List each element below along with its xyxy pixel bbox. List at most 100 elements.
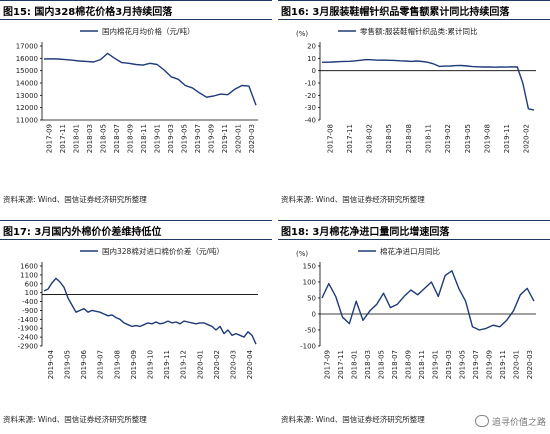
x-tick-label: 2020-01 <box>512 350 520 379</box>
y-tick-label: 13000 <box>16 92 38 100</box>
panel-cotton-price: 图15: 国内328棉花价格3月持续回落 国内棉花月均价格（元/吨） 11000 1… <box>0 0 272 215</box>
chart-title-bar: 图15: 国内328棉花价格3月持续回落 <box>0 0 272 20</box>
x-tick-label: 2019-10 <box>147 350 155 379</box>
x-tick-label: 2018-03 <box>86 124 94 153</box>
y-tick-label: -2400 <box>18 334 38 342</box>
y-tick-label: -10 <box>305 80 316 88</box>
y-tick-label: 16000 <box>16 55 38 63</box>
y-tick-label: 12000 <box>16 104 38 112</box>
x-tick-label: 2018-02 <box>366 124 374 153</box>
y-tick-label: -400 <box>22 298 38 306</box>
watermark-text: 追寻价值之路 <box>491 418 546 428</box>
y-tick-label: -50 <box>305 327 316 335</box>
y-tick-label: 0 <box>312 311 316 319</box>
x-tick-label: 2020-03 <box>248 124 256 153</box>
chart-source: 资料来源: Wind、国信证券经济研究所整理 <box>3 195 147 204</box>
x-tick-label: 2017-11 <box>337 350 345 379</box>
x-tick-label: 2018-05 <box>99 124 107 153</box>
chart-svg: 国内棉花月均价格（元/吨） 11000 12000 13000 14000 15000 16… <box>16 26 258 153</box>
x-tick-label: 2020-01 <box>234 124 242 153</box>
x-tick-label: 2019-07 <box>194 124 202 153</box>
x-tick-label: 2017-11 <box>59 124 67 153</box>
chart-source: 资料来源: Wind、国信证券经济研究所整理 <box>3 415 147 424</box>
x-tick-label: 2019-04 <box>47 349 55 379</box>
x-tick-label: 2019-11 <box>503 124 511 153</box>
x-tick-label: 2019-02 <box>444 124 452 153</box>
x-tick-label: 2019-01 <box>153 124 161 153</box>
series-line <box>43 52 257 106</box>
y-tick-label: 1100 <box>20 271 38 279</box>
x-tick-label: 2018-09 <box>126 124 134 153</box>
x-tick-label: 2020-01 <box>196 350 204 379</box>
watermark: 追寻价值之路 <box>474 415 546 428</box>
chart-title-bar: 图18: 3月棉花净进口量同比增速回落 <box>278 220 550 240</box>
y-tick-label: 15000 <box>16 67 38 75</box>
y-tick-label: 100 <box>25 289 38 297</box>
y-tick-label: -2900 <box>18 343 38 351</box>
chart-title: 图17: 3月国内外棉价价差维持低位 <box>3 227 162 238</box>
y-tick-label: -900 <box>22 307 38 315</box>
y-tick-label: 600 <box>25 280 38 288</box>
y-tick-label: 0 <box>312 67 316 75</box>
chart-svg: (%) 零售额:服装鞋帽针织品类:累计同比 -40 -30 -20 -10 0 10 20 201… <box>296 26 536 153</box>
x-tick-label: 2019-01 <box>431 350 439 379</box>
x-tick-label: 2019-05 <box>63 350 71 379</box>
y-tick-label: 150 <box>303 263 316 271</box>
x-tick-label: 2019-09 <box>207 124 215 153</box>
y-tick-label: -100 <box>300 343 316 351</box>
x-tick-label: 2020-03 <box>526 350 534 379</box>
panel-net-import: 图18: 3月棉花净进口量同比增速回落 (%) 棉花净进口月同比 -100 -50 0 5… <box>278 220 550 434</box>
x-tick-label: 2017-11 <box>346 124 354 153</box>
y-tick-label: 100 <box>303 279 316 287</box>
chart-source: 资料来源: Wind、国信证券经济研究所整理 <box>281 195 425 204</box>
unit-label: (%) <box>296 30 308 38</box>
legend-label: 棉花净进口月同比 <box>380 246 440 256</box>
x-tick-label: 2019-05 <box>464 124 472 153</box>
x-tick-label: 2018-05 <box>385 124 393 153</box>
y-tick-label: 11000 <box>16 117 38 125</box>
y-tick-label: 10 <box>307 55 316 63</box>
x-tick-label: 2019-11 <box>163 350 171 379</box>
x-tick-label: 2018-11 <box>425 124 433 153</box>
panel-price-spread: 图17: 3月国内外棉价价差维持低位 国内328棉对进口棉价价差（元/吨） -29… <box>0 220 272 434</box>
y-tick-label: -1900 <box>18 325 38 333</box>
x-tick-label: 2019-09 <box>485 350 493 379</box>
x-tick-label: 2020-03 <box>230 350 238 379</box>
x-tick-label: 2019-09 <box>130 350 138 379</box>
legend-label: 国内棉花月均价格（元/吨） <box>102 26 195 36</box>
chart-title: 图18: 3月棉花净进口量同比增速回落 <box>281 227 450 238</box>
panel-apparel-retail: 图16: 3月服装鞋帽针织品零售额累计同比持续回落 (%) 零售额:服装鞋帽针织品… <box>278 0 550 215</box>
x-tick-label: 2019-07 <box>472 350 480 379</box>
x-tick-label: 2018-03 <box>364 350 372 379</box>
x-tick-label: 2018-01 <box>350 350 358 379</box>
chart-title: 图16: 3月服装鞋帽针织品零售额累计同比持续回落 <box>281 7 510 18</box>
legend-label: 零售额:服装鞋帽针织品类:累计同比 <box>360 26 478 36</box>
y-tick-label: 50 <box>307 295 316 303</box>
x-tick-label: 2017-09 <box>45 124 53 153</box>
y-tick-label: 1600 <box>20 263 38 271</box>
y-tick-label: -20 <box>305 92 316 100</box>
x-tick-label: 2019-08 <box>113 350 121 379</box>
x-tick-label: 2017-09 <box>323 350 331 379</box>
chart-title-bar: 图16: 3月服装鞋帽针织品零售额累计同比持续回落 <box>278 0 550 20</box>
x-tick-label: 2020-02 <box>213 350 221 379</box>
x-tick-label: 2018-07 <box>391 350 399 379</box>
x-tick-label: 2020-02 <box>523 124 531 153</box>
x-tick-label: 2018-09 <box>404 350 412 379</box>
chart-title-bar: 图17: 3月国内外棉价价差维持低位 <box>0 220 272 240</box>
unit-label: (%) <box>296 250 308 258</box>
x-tick-label: 2019-05 <box>180 124 188 153</box>
y-tick-label: -30 <box>305 104 316 112</box>
x-tick-label: 2018-05 <box>377 350 385 379</box>
y-tick-label: 20 <box>307 43 316 51</box>
chart-svg: (%) 棉花净进口月同比 -100 -50 0 50 100 150 2017-09 2017-1… <box>296 246 536 379</box>
x-tick-label: 2019-03 <box>445 350 453 379</box>
x-tick-label: 2019-08 <box>483 124 491 153</box>
chart-source: 资料来源: Wind、国信证券经济研究所整理 <box>281 415 425 424</box>
x-tick-label: 2018-08 <box>405 124 413 153</box>
x-tick-label: 2020-04 <box>246 349 254 379</box>
x-tick-label: 2018-11 <box>418 350 426 379</box>
x-tick-label: 2018-11 <box>140 124 148 153</box>
y-tick-label: -40 <box>305 117 316 125</box>
x-tick-label: 2017-08 <box>326 124 334 153</box>
